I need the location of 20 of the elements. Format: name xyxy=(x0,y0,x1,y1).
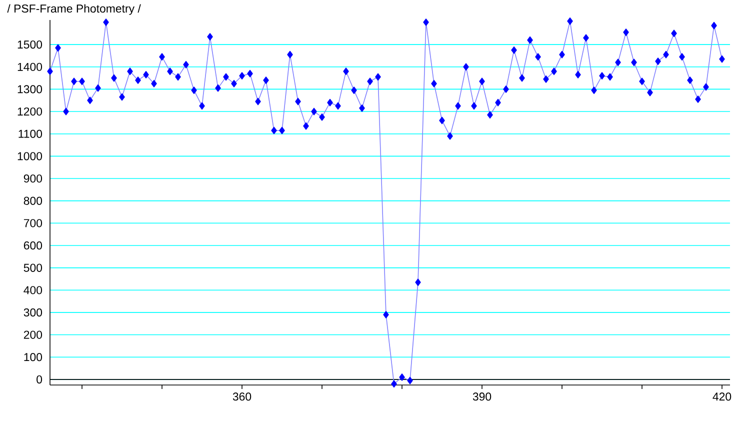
y-tick-label: 0 xyxy=(36,375,42,384)
y-tick-label: 800 xyxy=(24,196,42,205)
y-tick-label: 400 xyxy=(24,286,42,294)
y-tick-label: 1100 xyxy=(18,130,42,138)
x-tick-label: 390 xyxy=(472,392,492,401)
y-tick-label: 600 xyxy=(24,241,42,250)
y-tick-label: 100 xyxy=(24,353,42,362)
y-tick-label: 300 xyxy=(24,308,42,316)
y-tick-label: 900 xyxy=(24,174,42,183)
x-tick-label: 420 xyxy=(712,392,732,401)
y-tick-label: 500 xyxy=(24,264,42,272)
y-tick-label: 700 xyxy=(24,219,42,228)
y-tick-label: 1000 xyxy=(18,152,42,160)
y-tick-label: 1300 xyxy=(18,85,42,94)
chart-title: / PSF-Frame Photometry / xyxy=(7,4,141,15)
y-tick-label: 200 xyxy=(24,330,42,339)
y-tick-label: 1200 xyxy=(18,107,42,116)
x-tick-label: 360 xyxy=(232,392,252,401)
y-tick-label: 1400 xyxy=(18,62,42,71)
y-tick-label: 1500 xyxy=(18,40,42,49)
